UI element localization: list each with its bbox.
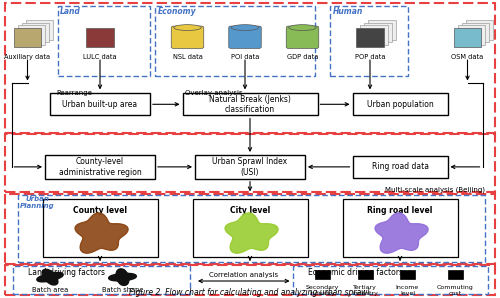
FancyBboxPatch shape (356, 28, 384, 47)
Text: Figure 2. Flow chart for calculating and analyzing urban sprawl.: Figure 2. Flow chart for calculating and… (128, 288, 372, 297)
Text: GDP data: GDP data (287, 54, 318, 60)
Bar (45, 155, 155, 179)
FancyBboxPatch shape (454, 28, 481, 47)
FancyBboxPatch shape (360, 25, 388, 44)
Bar (330, 6, 407, 76)
Bar (292, 266, 488, 294)
Text: Economy: Economy (158, 7, 196, 16)
Bar (18, 195, 485, 262)
FancyBboxPatch shape (14, 28, 41, 47)
Bar (352, 156, 448, 178)
Text: Urban
Planning: Urban Planning (20, 196, 54, 209)
Text: Urban built-up area: Urban built-up area (62, 100, 138, 109)
FancyBboxPatch shape (171, 26, 204, 48)
Text: Ring road data: Ring road data (372, 162, 428, 171)
Bar (400, 270, 415, 279)
Text: Natural Break (Jenks)
classification: Natural Break (Jenks) classification (209, 94, 291, 114)
Bar (42, 199, 158, 257)
Bar (12, 266, 190, 294)
Text: Auxiliary data: Auxiliary data (4, 54, 51, 60)
Text: County-level
administrative region: County-level administrative region (58, 157, 142, 177)
Polygon shape (375, 213, 428, 253)
FancyBboxPatch shape (466, 20, 493, 40)
FancyBboxPatch shape (458, 25, 485, 44)
Text: Rearrange: Rearrange (56, 90, 92, 96)
Text: NSL data: NSL data (172, 54, 203, 60)
Text: Land: Land (60, 7, 81, 16)
Ellipse shape (231, 25, 259, 30)
Bar (358, 270, 372, 279)
Bar (5, 265, 495, 295)
Bar (5, 134, 495, 192)
Bar (195, 155, 305, 179)
Text: Urban population: Urban population (366, 100, 434, 109)
FancyBboxPatch shape (26, 20, 54, 40)
FancyBboxPatch shape (368, 20, 396, 40)
FancyBboxPatch shape (228, 26, 261, 48)
Bar (342, 199, 458, 257)
FancyBboxPatch shape (86, 28, 114, 47)
FancyBboxPatch shape (286, 26, 319, 48)
Text: City level: City level (230, 206, 270, 215)
Text: Land driving factors: Land driving factors (28, 268, 104, 277)
FancyBboxPatch shape (462, 23, 489, 42)
FancyBboxPatch shape (22, 23, 49, 42)
Text: OSM data: OSM data (452, 54, 484, 60)
Text: Multi-scale analysis (Beijing): Multi-scale analysis (Beijing) (385, 187, 485, 193)
Polygon shape (108, 269, 136, 285)
Text: Economic driving factors: Economic driving factors (308, 268, 402, 277)
Ellipse shape (289, 25, 316, 30)
Text: Ring road level: Ring road level (368, 206, 432, 215)
FancyBboxPatch shape (18, 25, 45, 44)
Bar (58, 6, 150, 76)
Text: Overlay analysis: Overlay analysis (185, 90, 242, 96)
Text: Batch area: Batch area (32, 287, 68, 293)
Text: POP data: POP data (355, 54, 385, 60)
Bar (155, 6, 315, 76)
Polygon shape (75, 213, 128, 253)
Bar (182, 93, 318, 115)
Text: Tertiary
industry: Tertiary industry (352, 285, 378, 296)
Text: Commuting
cost: Commuting cost (436, 285, 474, 296)
FancyBboxPatch shape (364, 23, 392, 42)
Bar (315, 270, 330, 279)
Text: Secondary
industry: Secondary industry (306, 285, 339, 296)
Bar (5, 194, 495, 264)
Text: County level: County level (73, 206, 127, 215)
Text: Batch shape: Batch shape (102, 287, 144, 293)
Bar (448, 270, 462, 279)
Text: POI data: POI data (231, 54, 259, 60)
Bar (352, 93, 448, 115)
Bar (5, 3, 495, 133)
Text: Urban Sprawl Index
(USI): Urban Sprawl Index (USI) (212, 157, 288, 177)
Text: Correlation analysis: Correlation analysis (209, 272, 278, 278)
Ellipse shape (174, 25, 201, 30)
Bar (50, 93, 150, 115)
Text: Human: Human (332, 7, 363, 16)
Polygon shape (37, 269, 63, 285)
Text: LULC data: LULC data (83, 54, 117, 60)
Bar (192, 199, 308, 257)
Text: Income
level: Income level (396, 285, 419, 296)
Polygon shape (225, 213, 278, 253)
